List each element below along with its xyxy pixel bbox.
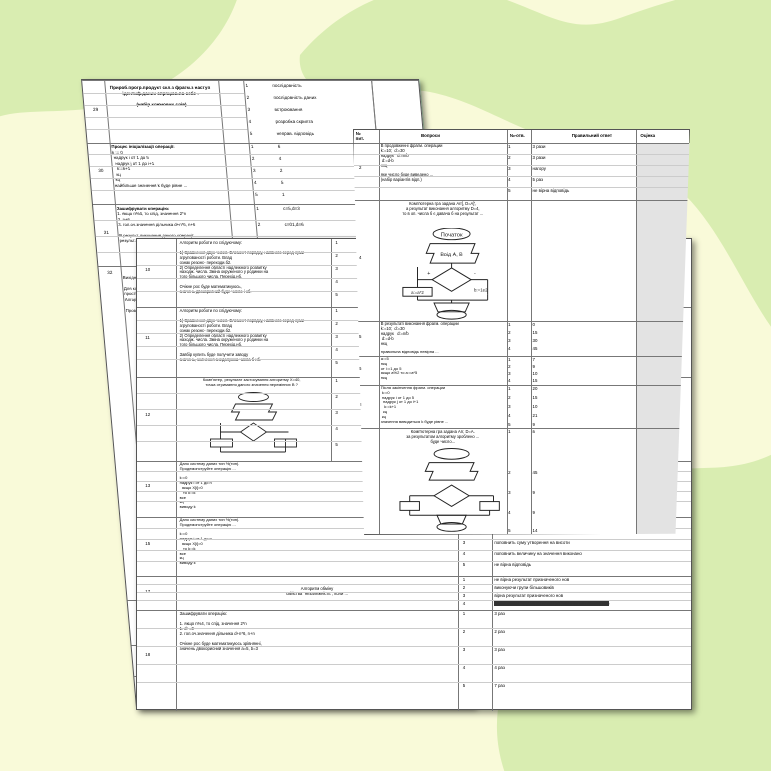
svg-text:+: + (427, 271, 430, 277)
svg-text:b:=1e2: b:=1e2 (474, 287, 488, 292)
svg-text:a:=a*2: a:=a*2 (411, 290, 424, 295)
svg-text:Ввід A, B: Ввід A, B (440, 252, 463, 258)
svg-text:-: - (474, 271, 476, 277)
svg-text:Початок: Початок (440, 232, 462, 238)
